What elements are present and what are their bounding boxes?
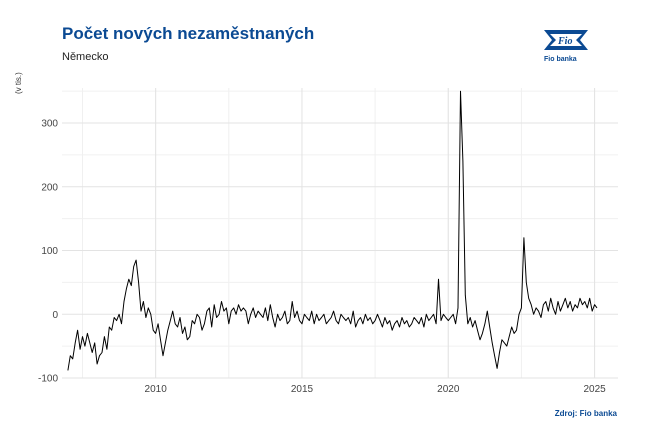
chart-subtitle: Německo <box>62 51 109 63</box>
svg-text:Fio: Fio <box>557 36 572 47</box>
x-tick-label: 2025 <box>583 384 606 395</box>
x-tick-label: 2015 <box>291 384 314 395</box>
y-tick-label: -100 <box>38 374 58 385</box>
x-tick-label: 2020 <box>437 384 460 395</box>
y-tick-label: 0 <box>52 310 58 321</box>
fio-logo-icon: Fio <box>544 30 588 50</box>
x-tick-label: 2010 <box>145 384 168 395</box>
source-note: Zdroj: Fio banka <box>554 409 617 418</box>
logo-text: Fio banka <box>544 56 577 63</box>
chart-title: Počet nových nezaměstnaných <box>62 24 315 43</box>
y-tick-label: 100 <box>41 246 58 257</box>
y-tick-label: 300 <box>41 119 58 130</box>
y-tick-label: 200 <box>41 182 58 193</box>
series-line <box>67 90 598 371</box>
